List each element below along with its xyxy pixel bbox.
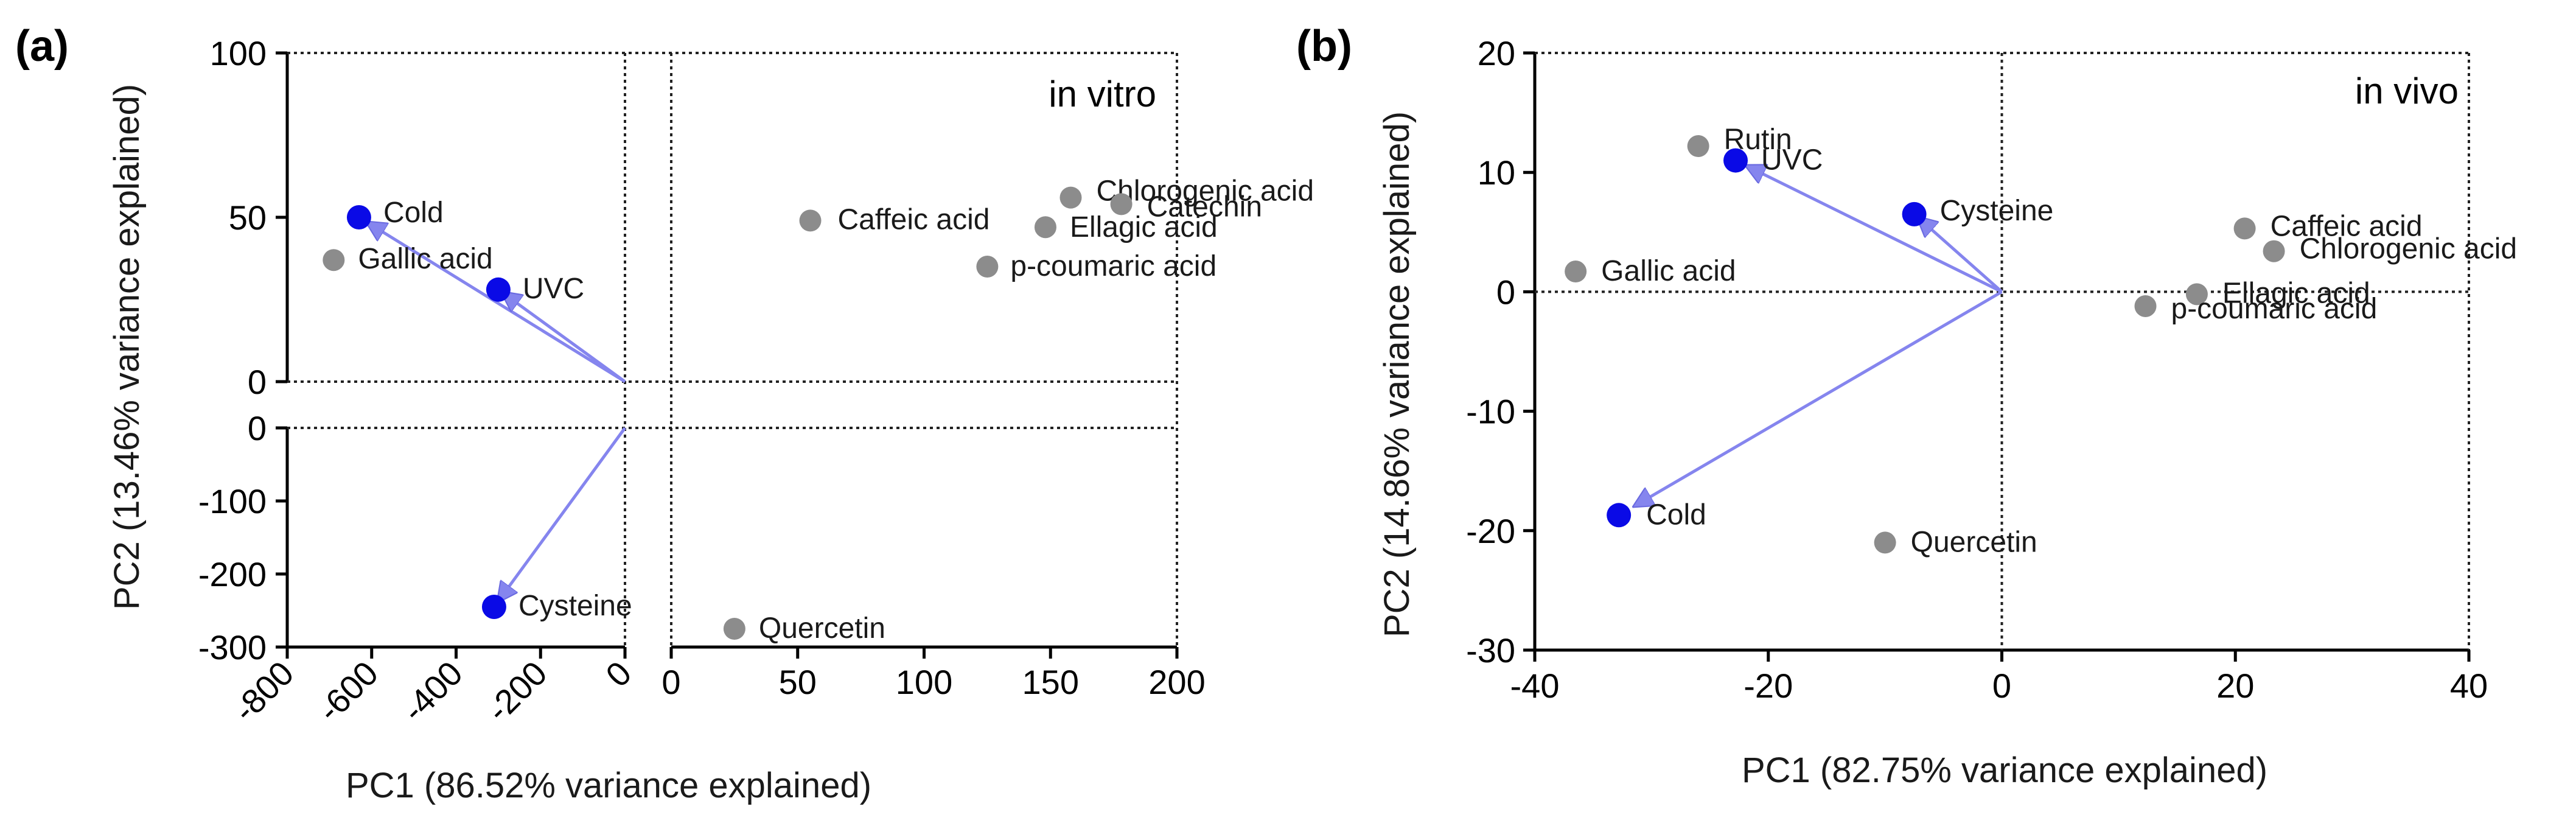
panel-b-point-label-cold: Cold xyxy=(1646,499,1706,531)
panel-b-point-gallic-acid xyxy=(1565,261,1587,283)
panel-b: (b) in vivo PC1 (82.75% variance explain… xyxy=(1296,22,2517,790)
panel-a-point-catechin xyxy=(1110,193,1133,215)
panel-a-point-label-p-coumaric-acid: p-coumaric acid xyxy=(1010,250,1216,282)
panel-b-y-tick-label: -20 xyxy=(1466,512,1515,550)
panel-b-point-label-caffeic-acid: Caffeic acid xyxy=(2271,210,2423,242)
panel-b-corner-text: in vivo xyxy=(2355,71,2459,111)
panel-b-x-tick-label: 20 xyxy=(2216,667,2254,705)
panel-a-point-uvc xyxy=(486,277,511,302)
panel-a-point-ellagic-acid xyxy=(1034,216,1056,239)
panel-a-point-chlorogenic-acid xyxy=(1059,186,1082,209)
panel-a-label: (a) xyxy=(15,22,69,71)
panel-b-vector-cysteine xyxy=(1918,217,2003,293)
panel-a-point-label-caffeic-acid: Caffeic acid xyxy=(838,203,990,236)
panel-b-point-uvc xyxy=(1723,148,1748,173)
panel-b-x-tick-label: 40 xyxy=(2450,667,2488,705)
panel-a-x-tick-label: -400 xyxy=(394,654,470,729)
panel-b-ticks: -40 -20 0 20 40 -30 -20 -10 0 10 20 xyxy=(1466,34,2488,705)
panel-a-y-tick-label: 0 xyxy=(248,363,267,401)
panel-b-x-axis-title: PC1 (82.75% variance explained) xyxy=(1742,751,2267,790)
panel-b-point-label-p-coumaric-acid: p-coumaric acid xyxy=(2171,293,2378,325)
panel-a-point-label-ellagic-acid: Ellagic acid xyxy=(1070,211,1218,243)
panel-a-vector-cold xyxy=(367,222,626,383)
panel-a-vector-cysteine xyxy=(498,427,627,601)
panel-b-y-tick-label: -30 xyxy=(1466,631,1515,670)
panel-b-point-label-gallic-acid: Gallic acid xyxy=(1601,255,1736,287)
panel-b-point-quercetin xyxy=(1874,531,1896,554)
panel-a-point-label-cysteine: Cysteine xyxy=(518,590,632,622)
panel-b-point-caffeic-acid xyxy=(2233,217,2256,240)
panel-a-point-cysteine xyxy=(481,595,506,619)
panel-a-point-gallic-acid xyxy=(323,249,345,271)
panel-a-point-label-cold: Cold xyxy=(383,197,444,229)
panel-a-x-tick-label: 50 xyxy=(779,663,817,701)
panel-a-point-p-coumaric-acid xyxy=(976,256,999,278)
panel-a-y-tick-label: -300 xyxy=(198,628,267,667)
panel-b-y-tick-label: 0 xyxy=(1496,273,1515,311)
panel-b-x-tick-label: -40 xyxy=(1510,667,1560,705)
panel-a-x-tick-label: -600 xyxy=(310,654,385,729)
panel-a-point-label-uvc: UVC xyxy=(523,273,584,305)
panel-b-label: (b) xyxy=(1296,22,1352,71)
panel-a-y-tick-label: -100 xyxy=(198,482,267,520)
panel-b-y-tick-label: -10 xyxy=(1466,393,1515,431)
panel-a-y-tick-label: -200 xyxy=(198,555,267,593)
panel-b-point-cysteine xyxy=(1902,201,1927,226)
panel-a-x-tick-label: 0 xyxy=(598,654,639,695)
panel-a-y-tick-label: 0 xyxy=(248,409,267,447)
panel-b-point-label-cysteine: Cysteine xyxy=(1940,195,2054,227)
panel-b-vector-cold xyxy=(1634,290,2003,506)
panel-b-y-axis-title: PC2 (14.86% variance explained) xyxy=(1377,111,1417,637)
panel-b-point-chlorogenic-acid xyxy=(2263,240,2285,262)
panel-a-x-tick-label: 100 xyxy=(896,663,952,701)
panel-a-y-tick-label: 50 xyxy=(229,198,267,237)
panel-a-vector-uvc xyxy=(502,292,626,383)
panel-b-point-p-coumaric-acid xyxy=(2134,295,2157,317)
panel-a-y-axis-title: PC2 (13.46% variance explained) xyxy=(107,84,147,610)
panel-a-corner-text: in vitro xyxy=(1049,74,1156,114)
panel-a-x-tick-label: 200 xyxy=(1148,663,1205,701)
panel-b-point-ellagic-acid xyxy=(2185,283,2208,306)
panel-a-point-label-gallic-acid: Gallic acid xyxy=(358,243,492,275)
panel-a-point-label-chlorogenic-acid: Chlorogenic acid xyxy=(1096,175,1314,208)
panel-b-point-label-chlorogenic-acid: Chlorogenic acid xyxy=(2300,233,2518,265)
panel-b-x-tick-label: 0 xyxy=(1992,667,2011,705)
panel-b-point-label-ellagic-acid: Ellagic acid xyxy=(2222,277,2370,309)
panel-b-frame xyxy=(1533,52,2470,652)
panel-a-point-caffeic-acid xyxy=(799,209,822,232)
panel-a-x-axis-title: PC1 (86.52% variance explained) xyxy=(346,766,871,805)
panel-a-point-label-catechin: Catechin xyxy=(1147,191,1262,223)
panel-b-point-cold xyxy=(1607,503,1632,528)
panel-a-point-quercetin xyxy=(723,618,745,640)
panel-b-vector-uvc xyxy=(1747,166,2003,293)
panel-b-point-rutin xyxy=(1687,135,1709,158)
panel-b-point-label-uvc: UVC xyxy=(1761,144,1823,177)
panel-b-y-tick-label: 10 xyxy=(1478,153,1515,192)
panel-a-x-tick-label: 150 xyxy=(1022,663,1079,701)
panel-a-x-tick-label: -200 xyxy=(479,654,554,729)
panel-a: (a) in vitro PC1 (86.52% variance explai… xyxy=(15,22,1314,805)
panel-b-x-tick-label: -20 xyxy=(1744,667,1793,705)
panel-a-x-tick-label: 0 xyxy=(661,663,680,701)
panel-a-frame xyxy=(285,52,1178,649)
panel-a-point-label-quercetin: Quercetin xyxy=(759,612,885,645)
panel-a-point-cold xyxy=(346,205,371,229)
panel-b-y-tick-label: 20 xyxy=(1478,34,1515,72)
panel-b-point-label-quercetin: Quercetin xyxy=(1911,526,2037,558)
panel-a-y-tick-label: 100 xyxy=(210,34,267,72)
panel-a-marks: Cold Gallic acid UVC Cysteine Caffeic acid Ch… xyxy=(323,175,1314,645)
